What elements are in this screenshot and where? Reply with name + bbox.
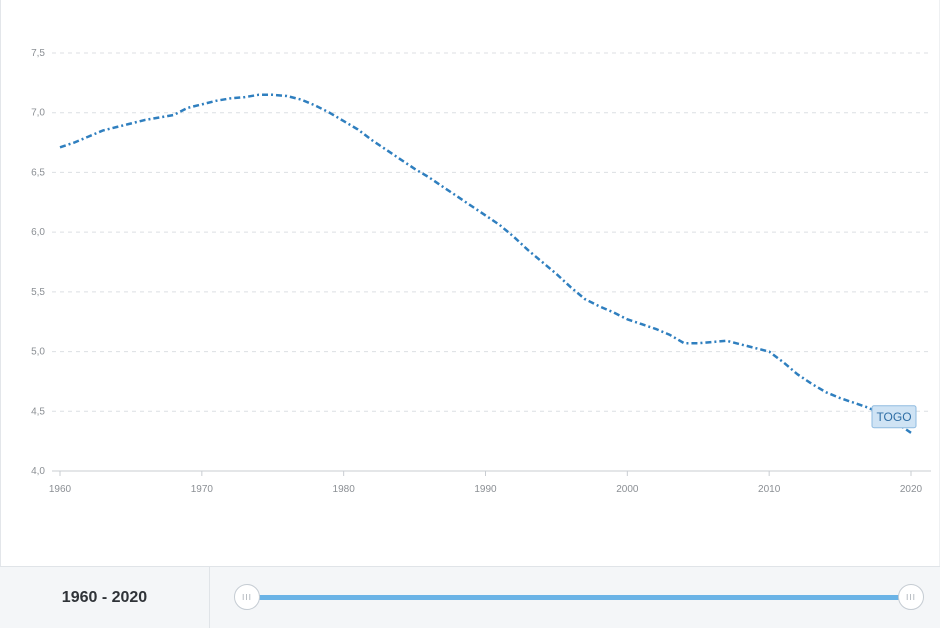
grid-lines <box>52 52 931 412</box>
slider-selected-range[interactable] <box>248 595 910 600</box>
y-tick-label: 4,5 <box>31 406 45 417</box>
x-tick-label: 2000 <box>616 484 639 495</box>
x-tick-label: 2010 <box>758 484 781 495</box>
x-tick-label: 1960 <box>49 484 72 495</box>
slider-handle-start[interactable]: III <box>234 584 260 610</box>
y-tick-label: 7,0 <box>31 108 45 119</box>
y-tick-label: 6,5 <box>31 167 45 178</box>
y-tick-label: 5,5 <box>31 287 45 298</box>
x-tick-label: 1990 <box>474 484 497 495</box>
series-label-box[interactable] <box>871 405 917 429</box>
time-range-footer: 1960 - 2020 III III <box>0 566 940 628</box>
y-tick-label: 4,0 <box>31 466 45 477</box>
x-tick-label: 1970 <box>191 484 214 495</box>
series-layer <box>59 93 912 434</box>
chart-panel: 4,0 4,5 5,0 5,5 6,0 6,5 7,0 7,5 1960 1970 1980 1990… <box>0 0 940 566</box>
range-label: 1960 - 2020 <box>0 567 210 628</box>
slider-handle-end[interactable]: III <box>898 584 924 610</box>
x-tick-label: 2020 <box>900 484 923 495</box>
y-tick-label: 6,0 <box>31 227 45 238</box>
series-line[interactable] <box>59 93 912 434</box>
year-range-slider[interactable]: III III <box>232 583 926 613</box>
y-tick-label: 7,5 <box>31 48 45 59</box>
series-label[interactable]: TOGO <box>876 410 911 424</box>
line-chart: 4,0 4,5 5,0 5,5 6,0 6,5 7,0 7,5 1960 1970 1980 1990… <box>31 48 931 495</box>
y-tick-label: 5,0 <box>31 347 45 358</box>
series-label-layer[interactable]: TOGO <box>871 405 917 429</box>
x-tick-label: 1980 <box>333 484 356 495</box>
axis: 4,0 4,5 5,0 5,5 6,0 6,5 7,0 7,5 1960 1970 1980 1990… <box>31 48 931 495</box>
